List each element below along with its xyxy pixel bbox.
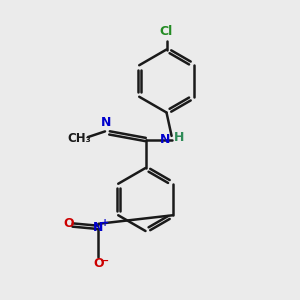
Text: CH₃: CH₃ [68,132,92,145]
Text: +: + [101,218,109,228]
Text: Cl: Cl [160,26,173,38]
Text: O: O [64,217,74,230]
Text: O: O [93,257,104,270]
Text: N: N [101,116,112,129]
Text: −: − [100,256,110,266]
Text: H: H [174,131,184,144]
Text: N: N [160,133,170,146]
Text: N: N [93,221,103,234]
